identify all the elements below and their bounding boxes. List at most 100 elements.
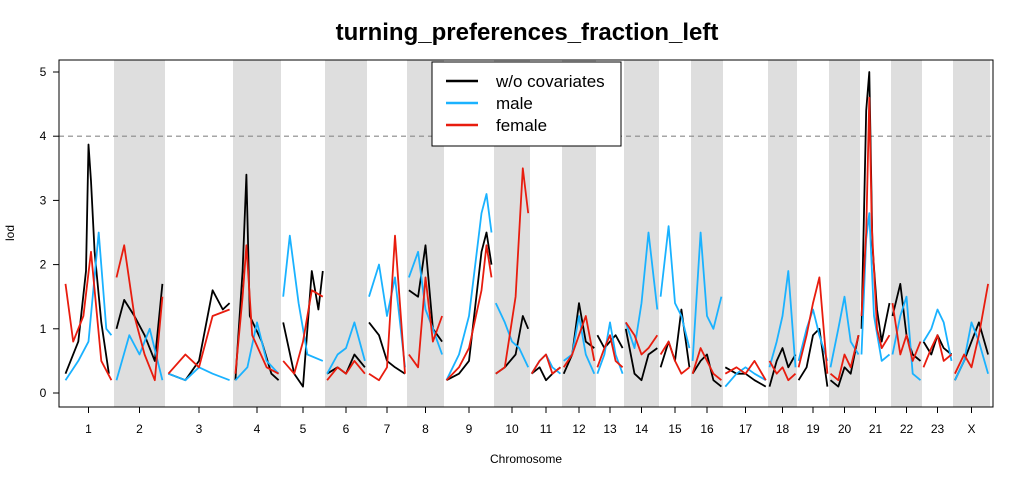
curve-female-chr-19 xyxy=(797,276,829,374)
curve-female-chr-20 xyxy=(829,334,860,382)
y-tick-label: 4 xyxy=(40,129,47,143)
x-tick-label-chr-4: 4 xyxy=(254,422,261,436)
y-tick-label: 3 xyxy=(40,193,47,207)
x-tick-label-chr-18: 18 xyxy=(776,422,790,436)
curve-male-chr-17 xyxy=(724,366,767,388)
x-axis: 1 2 3 4 5 6 7 8 9 10 11 12 13 14 15 16 17 18 19 20 21 22 23 X xyxy=(85,407,976,436)
x-tick-label-chr-14: 14 xyxy=(635,422,649,436)
curve-female-chr-5 xyxy=(282,289,324,375)
chart-title: turning_preferences_fraction_left xyxy=(336,19,719,46)
x-tick-label-chr-2: 2 xyxy=(136,422,143,436)
band-chr-22 xyxy=(891,60,922,407)
curve-male-chr-20 xyxy=(829,295,860,368)
x-tick-label-chr-7: 7 xyxy=(384,422,391,436)
curve-w-o-covariates-chr-2 xyxy=(115,283,164,362)
x-tick-label-chr-15: 15 xyxy=(668,422,682,436)
curve-male-chr-15 xyxy=(659,225,691,349)
curve-female-chr-9 xyxy=(445,244,493,381)
curve-male-chr-12 xyxy=(563,315,596,375)
curve-w-o-covariates-chr-9 xyxy=(446,231,493,381)
x-tick-label-chr-1: 1 xyxy=(85,422,92,436)
curve-w-o-covariates-chr-14 xyxy=(624,328,658,382)
curve-male-chr-22 xyxy=(891,295,922,381)
curve-male-chr-5 xyxy=(282,234,324,362)
x-tick-label-chr-8: 8 xyxy=(422,422,429,436)
x-tick-label-chr-x: X xyxy=(967,422,975,436)
x-tick-label-chr-23: 23 xyxy=(931,422,945,436)
x-tick-label-chr-9: 9 xyxy=(466,422,473,436)
x-tick-label-chr-13: 13 xyxy=(603,422,617,436)
x-tick-label-chr-21: 21 xyxy=(869,422,883,436)
x-tick-label-chr-11: 11 xyxy=(540,422,553,436)
curve-male-chr-16 xyxy=(691,231,723,361)
curve-female-chr-11 xyxy=(530,353,561,375)
legend-label-male: male xyxy=(496,94,533,113)
curve-male-chr-x xyxy=(954,321,989,381)
lod-curves xyxy=(64,71,989,388)
y-tick-label: 2 xyxy=(40,258,47,272)
curve-male-chr-8 xyxy=(408,250,443,355)
curve-female-chr-13 xyxy=(596,334,624,368)
curve-female-chr-3 xyxy=(167,308,230,375)
curve-female-chr-10 xyxy=(495,167,530,375)
curve-male-chr-18 xyxy=(768,270,797,368)
curve-female-chr-23 xyxy=(922,334,953,368)
curve-w-o-covariates-chr-13 xyxy=(596,334,624,349)
curve-w-o-covariates-chr-19 xyxy=(797,327,829,387)
curve-female-chr-12 xyxy=(562,315,596,368)
x-tick-label-chr-17: 17 xyxy=(739,422,753,436)
legend-label-female: female xyxy=(496,116,547,135)
band-chr-6 xyxy=(325,60,367,407)
curve-female-chr-21 xyxy=(860,96,891,349)
y-axis-label: lod xyxy=(3,225,17,241)
curve-male-chr-19 xyxy=(797,308,829,362)
curve-w-o-covariates-chr-16 xyxy=(691,353,722,388)
curve-w-o-covariates-chr-1 xyxy=(64,143,110,375)
x-tick-label-chr-12: 12 xyxy=(572,422,586,436)
x-tick-label-chr-6: 6 xyxy=(343,422,350,436)
curve-female-chr-8 xyxy=(408,276,443,369)
curve-w-o-covariates-chr-12 xyxy=(562,302,595,375)
curve-female-chr-2 xyxy=(115,244,164,382)
x-tick-label-chr-19: 19 xyxy=(806,422,820,436)
curve-male-chr-10 xyxy=(494,302,530,368)
curve-w-o-covariates-chr-20 xyxy=(829,335,860,388)
y-axis: 0 1 2 3 4 5 xyxy=(40,65,59,400)
curve-male-chr-14 xyxy=(624,231,659,349)
band-chr-16 xyxy=(691,60,723,407)
curve-male-chr-6 xyxy=(326,321,366,375)
x-axis-label: Chromosome xyxy=(490,452,562,466)
x-tick-label-chr-10: 10 xyxy=(505,422,519,436)
curve-female-chr-16 xyxy=(691,347,722,381)
band-chr-4 xyxy=(233,60,281,407)
plot-frame xyxy=(58,59,994,408)
curve-male-chr-13 xyxy=(596,321,624,375)
legend-label-wo-covariates: w/o covariates xyxy=(495,72,605,91)
x-tick-label-chr-3: 3 xyxy=(196,422,203,436)
x-tick-label-chr-5: 5 xyxy=(300,422,307,436)
curve-female-chr-22 xyxy=(891,302,922,362)
curve-female-chr-6 xyxy=(326,360,366,381)
y-tick-label: 0 xyxy=(40,386,47,400)
x-tick-label-chr-16: 16 xyxy=(700,422,714,436)
curve-female-chr-x xyxy=(954,283,989,375)
band-chr-x xyxy=(953,60,990,407)
y-tick-label: 5 xyxy=(40,65,47,79)
curve-female-chr-1 xyxy=(64,250,113,381)
curve-w-o-covariates-chr-4 xyxy=(234,173,280,381)
curve-male-chr-3 xyxy=(168,366,230,382)
curve-male-chr-23 xyxy=(922,308,953,362)
x-tick-label-chr-22: 22 xyxy=(900,422,914,436)
curve-male-chr-9 xyxy=(445,193,493,381)
curve-female-chr-4 xyxy=(234,244,280,375)
curve-female-chr-7 xyxy=(368,234,406,382)
curve-w-o-covariates-chr-5 xyxy=(282,270,324,388)
curve-female-chr-14 xyxy=(625,321,659,356)
legend: w/o covariates male female xyxy=(431,61,622,147)
curve-female-chr-17 xyxy=(724,360,767,381)
curve-female-chr-15 xyxy=(659,340,690,375)
curve-male-chr-4 xyxy=(234,321,280,381)
y-tick-label: 1 xyxy=(40,322,47,336)
x-tick-label-chr-20: 20 xyxy=(838,422,852,436)
